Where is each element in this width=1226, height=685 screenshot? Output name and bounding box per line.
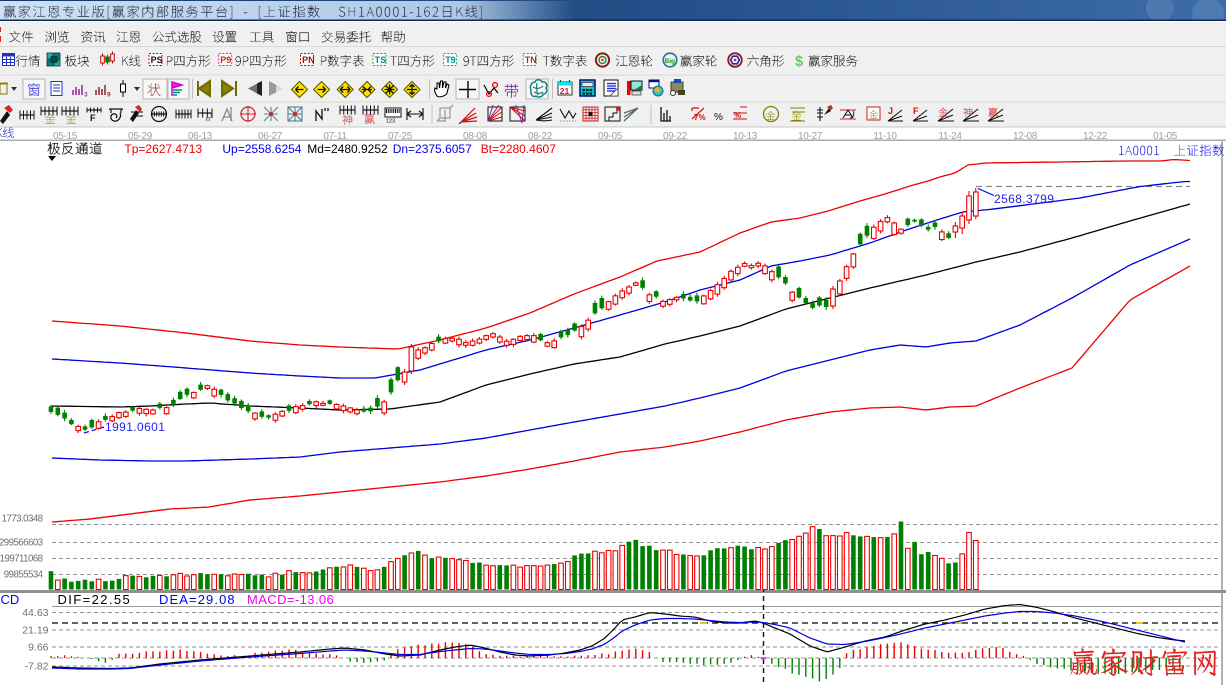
svg-text:11-24: 11-24 — [938, 131, 962, 142]
svg-text:7%: 7% — [694, 113, 706, 122]
svg-text:MACD=-13.06: MACD=-13.06 — [247, 592, 334, 607]
svg-text:T9: T9 — [445, 55, 456, 65]
svg-text:06-13: 06-13 — [188, 131, 213, 142]
svg-text:9.66: 9.66 — [28, 642, 49, 654]
svg-text:2: 2 — [210, 114, 213, 120]
svg-text:Dn=2375.6057: Dn=2375.6057 — [393, 142, 472, 156]
svg-text:09-22: 09-22 — [663, 131, 688, 142]
svg-text:2568.3799: 2568.3799 — [994, 192, 1054, 206]
svg-text:CD: CD — [1, 592, 20, 607]
svg-text:12-22: 12-22 — [1083, 131, 1108, 142]
svg-text:3: 3 — [84, 92, 88, 99]
svg-text:05-15: 05-15 — [53, 131, 78, 142]
svg-text:%: % — [734, 111, 741, 120]
svg-text:1773.0348: 1773.0348 — [2, 514, 43, 525]
svg-text:9: 9 — [107, 92, 111, 99]
svg-text:05-29: 05-29 — [128, 131, 153, 142]
svg-text:21.19: 21.19 — [22, 625, 48, 637]
svg-text:F: F — [90, 113, 96, 123]
svg-text:Md=2480.9252: Md=2480.9252 — [307, 142, 388, 156]
svg-text:11-10: 11-10 — [873, 131, 897, 142]
svg-text:06-27: 06-27 — [258, 131, 283, 142]
svg-text:07-25: 07-25 — [388, 131, 413, 142]
svg-text:199711068: 199711068 — [0, 554, 43, 565]
svg-text:n: n — [206, 116, 210, 123]
svg-text:1991.0601: 1991.0601 — [105, 420, 165, 434]
svg-text:TS: TS — [375, 55, 387, 65]
svg-text:01-05: 01-05 — [1153, 131, 1178, 142]
svg-text:12-08: 12-08 — [1013, 131, 1038, 142]
svg-text:09-05: 09-05 — [598, 131, 623, 142]
svg-text:08-22: 08-22 — [528, 131, 553, 142]
svg-text:07-11: 07-11 — [323, 131, 347, 142]
svg-text:10-27: 10-27 — [798, 131, 823, 142]
svg-text:Up=2558.6254: Up=2558.6254 — [222, 142, 301, 156]
svg-text:TN: TN — [525, 55, 537, 65]
svg-text:99855534: 99855534 — [4, 570, 44, 581]
svg-text:F: F — [913, 106, 919, 116]
svg-text:-7.82: -7.82 — [25, 661, 49, 673]
svg-text:DEA=29.08: DEA=29.08 — [159, 592, 236, 607]
svg-text:21: 21 — [560, 86, 570, 96]
svg-text:299566603: 299566603 — [0, 538, 43, 549]
svg-text:%: % — [714, 112, 723, 123]
svg-text:DIF=22.55: DIF=22.55 — [58, 592, 132, 607]
svg-text:10-13: 10-13 — [733, 131, 758, 142]
svg-text:123: 123 — [386, 119, 395, 125]
svg-text:Big: Big — [665, 58, 676, 65]
svg-text:PS: PS — [151, 55, 163, 65]
svg-text:08-08: 08-08 — [463, 131, 488, 142]
svg-text:PN: PN — [302, 55, 315, 65]
svg-text:P9: P9 — [220, 55, 231, 65]
svg-text:$: $ — [795, 54, 803, 70]
svg-text:J: J — [888, 106, 893, 116]
svg-text:44.63: 44.63 — [22, 607, 48, 619]
svg-text:Bt=2280.4607: Bt=2280.4607 — [481, 142, 556, 156]
svg-text:Tp=2627.4713: Tp=2627.4713 — [124, 142, 202, 156]
